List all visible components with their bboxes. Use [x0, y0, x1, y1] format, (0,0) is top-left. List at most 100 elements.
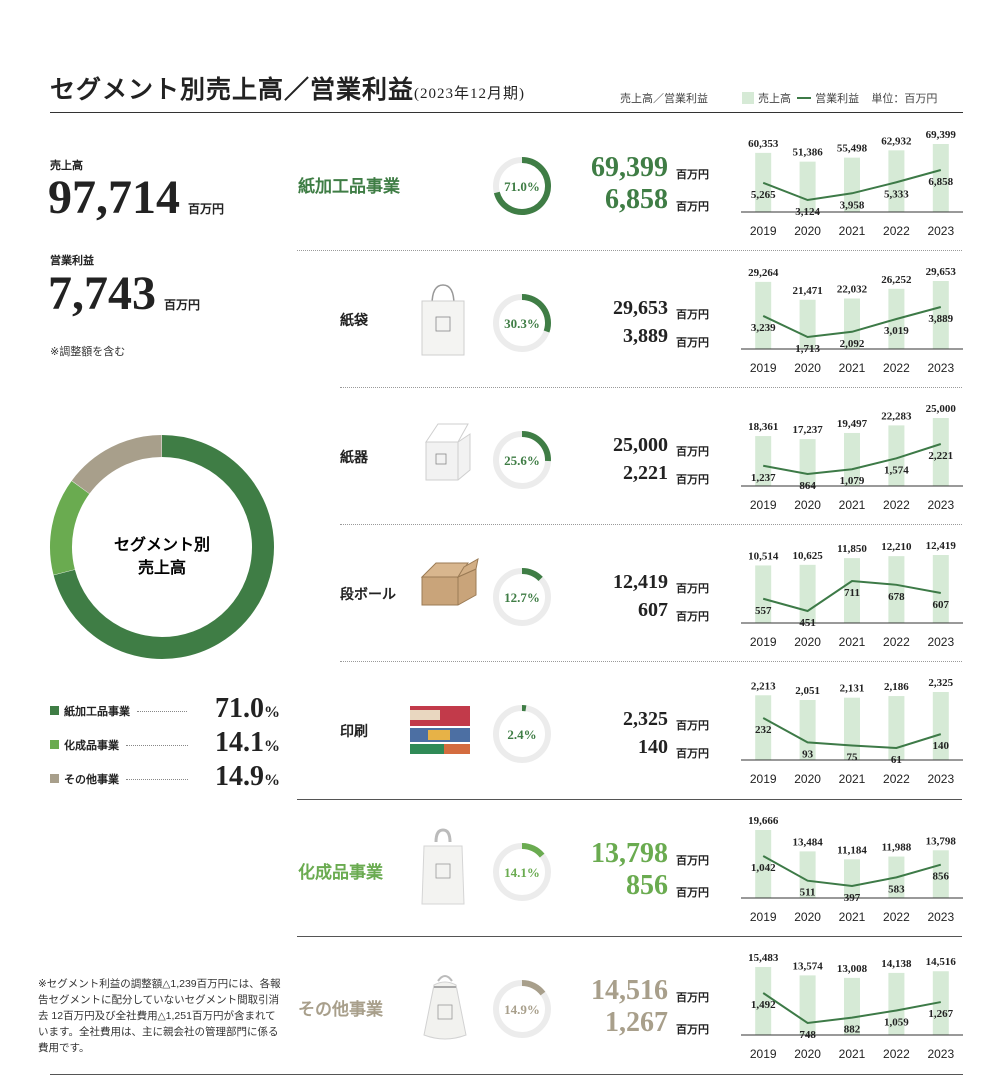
profit-value-label: 3,239 — [751, 322, 776, 334]
segment-trend-chart: 15,483 2019 13,574 2020 13,008 2021 14,138 2022… — [741, 952, 963, 1061]
profit-value-label: 451 — [799, 617, 816, 629]
profit-value-label: 5,333 — [884, 188, 909, 200]
page-title: セグメント別売上高／営業利益(2023年12月期) — [50, 70, 525, 106]
year-tick-label: 2019 — [750, 361, 777, 375]
ring-fill — [521, 843, 545, 858]
sales-value-label: 11,988 — [882, 842, 912, 854]
profit-value-label: 1,059 — [884, 1016, 909, 1028]
profit-value-label: 678 — [888, 591, 905, 603]
year-tick-label: 2022 — [883, 498, 910, 512]
year-tick-label: 2020 — [794, 1047, 821, 1061]
ring-fill — [521, 980, 546, 996]
year-tick-label: 2019 — [750, 1047, 777, 1061]
year-tick-label: 2022 — [883, 772, 910, 786]
row-divider — [297, 250, 962, 251]
segment-row: 紙加工品事業 71.0% 69,399 6,858 百万円 百万円 60,353 2019 51… — [0, 114, 992, 250]
sales-label: 売上高 — [50, 160, 83, 172]
segment-row: 紙袋 30.3% 29,653 3,889 百万円 百万円 29,264 2019 21,471… — [0, 251, 992, 387]
year-tick-label: 2019 — [750, 910, 777, 924]
profit-total-value: 7,743 — [48, 267, 156, 320]
row-divider — [297, 936, 962, 937]
plastic-bag-icon — [418, 828, 468, 913]
segment-donut-chart: セグメント別 売上高 — [50, 435, 274, 659]
segment-trend-chart: 10,514 2019 10,625 2020 11,850 2021 12,210 2022… — [741, 540, 963, 649]
sales-value-label: 60,353 — [748, 138, 779, 150]
segment-sales-value: 12,419 — [613, 571, 668, 593]
segment-sales-value: 14,516 — [591, 975, 668, 1006]
sales-bar — [888, 556, 905, 623]
profit-value-label: 557 — [755, 605, 772, 617]
year-tick-label: 2022 — [883, 361, 910, 375]
ring-pct-label: 14.1% — [504, 865, 540, 880]
profit-line — [762, 992, 941, 1025]
segment-profit-value: 3,889 — [623, 325, 668, 347]
sales-bar — [799, 299, 816, 349]
donut-center-line1: セグメント別 — [114, 535, 210, 554]
sales-bar — [799, 161, 816, 212]
profit-value-label: 1,713 — [795, 343, 820, 355]
cloth-bag-icon — [418, 969, 472, 1046]
legend-profit-line — [797, 97, 812, 99]
year-tick-label: 2021 — [839, 635, 866, 649]
year-tick-label: 2021 — [839, 361, 866, 375]
segment-profit-value: 607 — [638, 599, 668, 621]
sales-bar — [844, 157, 860, 212]
sales-value-label: 26,252 — [881, 274, 912, 286]
footnote: ※セグメント利益の調整額△1,239百万円には、各報告セグメントに配分していない… — [38, 978, 281, 1054]
profit-value-label: 232 — [755, 724, 772, 736]
legend-sales-swatch — [742, 92, 754, 104]
legend-name: 紙加工品事業 — [64, 706, 130, 718]
sales-bar — [932, 418, 949, 486]
sales-profit-note: 売上高／営業利益 — [620, 93, 708, 105]
sales-value-label: 69,399 — [926, 129, 957, 141]
sales-bar — [844, 859, 860, 898]
ring-pct-label: 30.3% — [504, 316, 540, 331]
title-text: セグメント別売上高／営業利益 — [50, 76, 415, 104]
segment-trend-chart: 19,666 2019 13,484 2020 11,184 2021 11,988 2022… — [741, 815, 963, 924]
profit-value-label: 1,267 — [928, 1008, 953, 1020]
segment-sales-value: 2,325 — [623, 708, 668, 730]
legend-square — [50, 740, 59, 749]
segment-profit-value: 856 — [626, 870, 668, 901]
sales-value-label: 22,283 — [881, 410, 912, 422]
ring-pct-label: 14.9% — [504, 1002, 540, 1017]
segment-row: 印刷 2.4% 2,325 140 百万円 百万円 2,213 2019 2,051 2020 2,… — [0, 662, 992, 798]
year-tick-label: 2020 — [794, 224, 821, 238]
printed-sheets-icon — [408, 704, 472, 761]
sales-value-label: 14,138 — [881, 958, 912, 970]
segment-name: 紙器 — [340, 449, 368, 465]
sales-value-label: 2,325 — [928, 677, 953, 689]
sales-value-label: 21,471 — [792, 285, 822, 297]
legend-name: 化成品事業 — [64, 740, 119, 752]
donut-slice — [53, 435, 274, 659]
year-tick-label: 2020 — [794, 910, 821, 924]
profit-value-label: 1,042 — [751, 862, 776, 874]
sales-value-label: 10,625 — [792, 550, 823, 562]
year-tick-label: 2023 — [927, 224, 954, 238]
sales-value-label: 18,361 — [748, 421, 778, 433]
sales-bar — [755, 152, 772, 212]
profit-value-label: 140 — [933, 740, 950, 752]
year-tick-label: 2022 — [883, 910, 910, 924]
sales-total: 97,714 百万円 — [48, 174, 224, 222]
sales-bar — [844, 432, 860, 486]
legend-leader — [137, 711, 188, 712]
year-tick-label: 2020 — [794, 361, 821, 375]
segment-profit-unit: 百万円 — [676, 611, 709, 623]
sales-bar — [844, 977, 860, 1035]
profit-value-label: 856 — [933, 871, 950, 883]
segment-row: その他事業 14.9% 14,516 1,267 百万円 百万円 15,483 2019 13,… — [0, 937, 992, 1073]
ring-pct-label: 12.7% — [504, 590, 540, 605]
year-tick-label: 2020 — [794, 772, 821, 786]
legend-pct: 71.0% — [215, 693, 280, 724]
profit-value-label: 5,265 — [751, 189, 776, 201]
profit-line — [762, 169, 942, 202]
sales-bar — [799, 564, 816, 623]
sales-value-label: 14,516 — [926, 956, 957, 968]
sales-bar — [799, 851, 816, 898]
sales-value-label: 51,386 — [792, 147, 823, 159]
segment-share-ring: 2.4% — [493, 705, 551, 763]
profit-value-label: 2,221 — [928, 450, 953, 462]
year-tick-label: 2022 — [883, 1047, 910, 1061]
sales-bar — [799, 439, 816, 486]
